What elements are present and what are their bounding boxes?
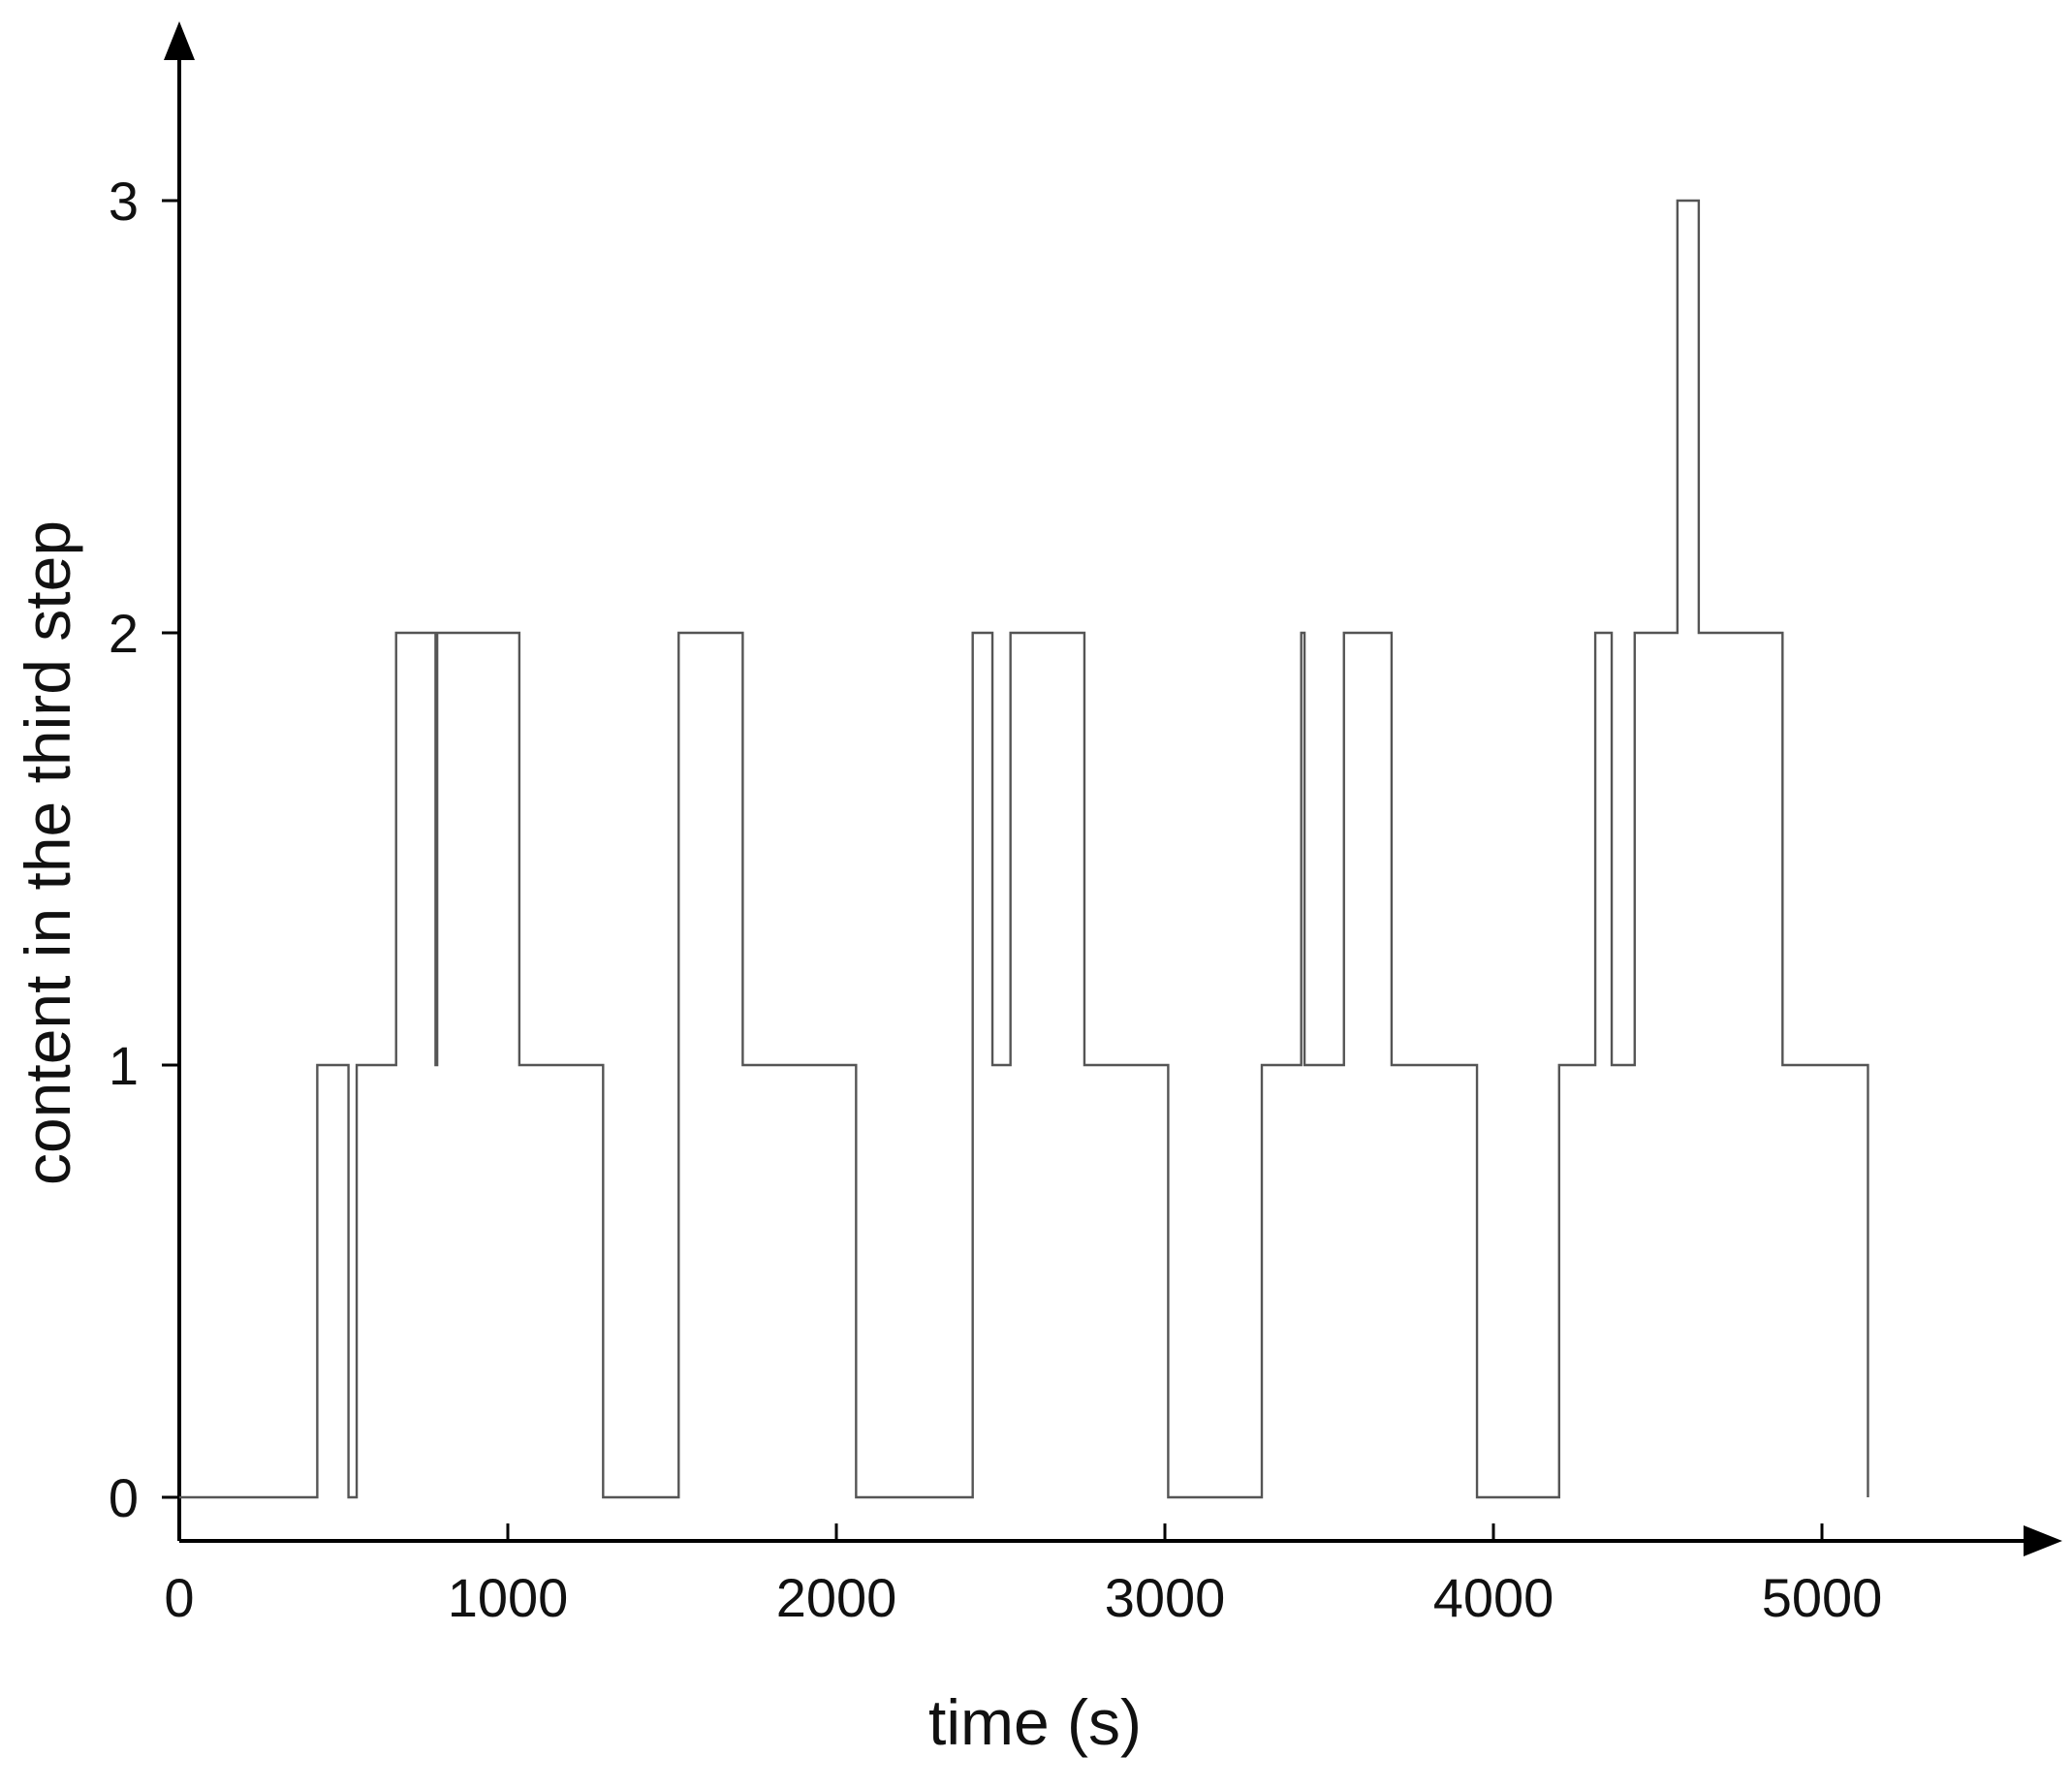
y-ticks: 0 1 2 3 <box>109 171 179 1528</box>
y-tick-label: 1 <box>109 1035 139 1096</box>
x-tick-label: 1000 <box>448 1567 569 1628</box>
x-tick-label: 5000 <box>1762 1567 1883 1628</box>
x-axis-label: time (s) <box>928 1686 1142 1758</box>
series-line <box>179 199 1869 1499</box>
x-tick-label: 3000 <box>1105 1567 1226 1628</box>
x-tick-label: 0 <box>164 1567 194 1628</box>
x-ticks: 0 1000 2000 3000 4000 5000 <box>164 1523 1882 1628</box>
x-axis-arrow-icon <box>2024 1525 2062 1556</box>
y-axis-label: content in the third step <box>12 520 83 1185</box>
y-tick-label: 3 <box>109 171 139 232</box>
y-axis-arrow-icon <box>164 21 195 60</box>
x-tick-label: 2000 <box>776 1567 897 1628</box>
y-tick-label: 0 <box>109 1467 139 1528</box>
y-tick-label: 2 <box>109 603 139 664</box>
x-tick-label: 4000 <box>1433 1567 1554 1628</box>
axes <box>164 21 2062 1556</box>
